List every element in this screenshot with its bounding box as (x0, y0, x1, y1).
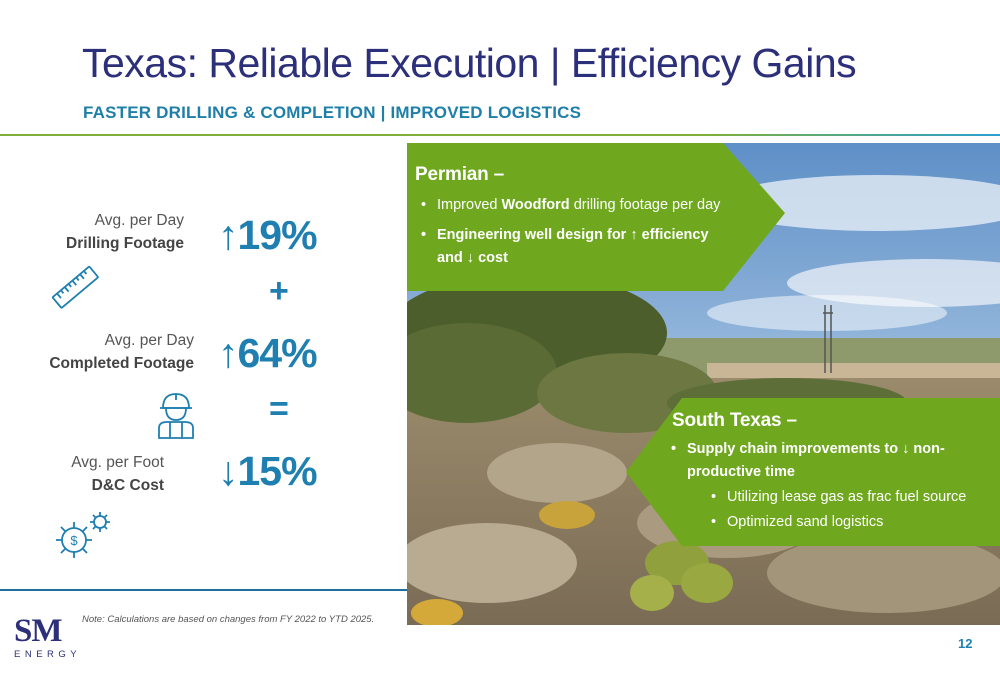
page-number: 12 (958, 636, 973, 651)
worker-icon (158, 393, 194, 439)
metric-drilling-label: Avg. per Day Drilling Footage (24, 209, 184, 255)
sm-energy-logo: SM ENERGY (14, 614, 81, 662)
south-texas-bullet-1-line1: Supply chain improvements to ↓ non- (687, 441, 945, 457)
metric-drilling-value: ↑19% (218, 212, 318, 259)
south-texas-callout: South Texas – Supply chain improvements … (665, 410, 995, 534)
ruler-icon (51, 265, 99, 309)
metric-cost-value: ↓15% (218, 448, 318, 495)
down-arrow-icon: ↓ (218, 448, 238, 494)
south-texas-sub-bullet-1: Utilizing lease gas as frac fuel source (665, 486, 995, 509)
permian-bullet-2-line2: and ↓ cost (437, 250, 508, 266)
slide-subtitle: FASTER DRILLING & COMPLETION | IMPROVED … (83, 103, 582, 122)
logo-wordmark: ENERGY (14, 649, 82, 660)
metric-completed-value: ↑64% (218, 330, 318, 377)
equals-operator: = (269, 390, 289, 428)
gears-cost-icon: $ (56, 512, 110, 558)
permian-bullet-1-post: drilling footage per day (569, 197, 721, 213)
metric-cost-label-line2: D&C Cost (91, 477, 164, 494)
permian-heading: Permian – (415, 164, 505, 185)
metric-cost-label: Avg. per Foot D&C Cost (4, 451, 164, 497)
up-arrow-icon: ↑ (218, 212, 238, 258)
metric-completed-label-line2: Completed Footage (49, 355, 194, 372)
up-arrow-icon: ↑ (218, 330, 238, 376)
header-divider (0, 134, 1000, 136)
metric-drilling-label-line2: Drilling Footage (66, 235, 184, 252)
metric-completed-label-line1: Avg. per Day (104, 332, 194, 349)
permian-bullet-1-pre: Improved (437, 197, 502, 213)
metric-cost-label-line1: Avg. per Foot (71, 454, 164, 471)
south-texas-bullet-1-line2: productive time (687, 464, 795, 480)
south-texas-heading: South Texas – (672, 410, 797, 431)
permian-callout: Permian – Improved Woodford drilling foo… (415, 164, 755, 270)
footnote: Note: Calculations are based on changes … (82, 614, 375, 625)
slide-title: Texas: Reliable Execution | Efficiency G… (82, 40, 857, 86)
south-texas-sub-bullet-2: Optimized sand logistics (665, 511, 995, 534)
metric-completed-percent: 64% (237, 330, 318, 376)
metric-cost-percent: 15% (237, 448, 318, 494)
dollar-sign-glyph: $ (70, 533, 78, 548)
permian-bullet-1: Improved Woodford drilling footage per d… (415, 194, 755, 217)
permian-bullet-2: Engineering well design for ↑ efficiency… (415, 224, 755, 270)
metric-completed-label: Avg. per Day Completed Footage (34, 329, 194, 375)
metric-drilling-percent: 19% (237, 212, 318, 258)
south-texas-bullet-1: Supply chain improvements to ↓ non- prod… (665, 438, 995, 484)
left-panel-divider (0, 589, 407, 591)
permian-bullet-1-bold: Woodford (501, 197, 570, 213)
metric-drilling-label-line1: Avg. per Day (94, 212, 184, 229)
permian-bullet-2-line1: Engineering well design for ↑ efficiency (437, 227, 709, 243)
logo-mark: SM (14, 613, 63, 649)
plus-operator: + (269, 272, 289, 310)
